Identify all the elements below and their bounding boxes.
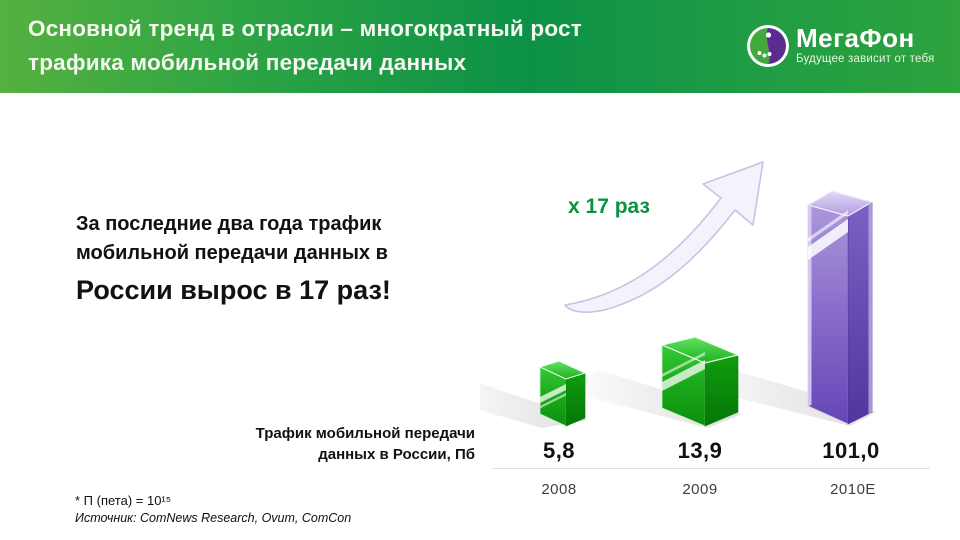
growth-arrow (564, 161, 764, 314)
value-label-2008: 5,8 (542, 438, 576, 463)
bar-2010e (806, 190, 874, 425)
slide-title-line1: Основной тренд в отрасли – многократный … (28, 16, 582, 41)
key-message-line2: мобильной передачи данных в (76, 242, 388, 264)
value-label-2010e: 101,0 (822, 438, 880, 463)
key-message-line1: За последние два года трафик (76, 213, 382, 235)
year-label-2010e: 2010E (830, 481, 876, 498)
header-band: Основной тренд в отрасли – многократный … (0, 0, 960, 93)
source-footnote: Источник: ComNews Research, Ovum, ComCon (75, 511, 352, 525)
megafon-logo-text: МегаФон Будущее зависит от тебя (796, 24, 934, 65)
slide-title-line2: трафика мобильной передачи данных (28, 50, 467, 75)
slide-title: Основной тренд в отрасли – многократный … (28, 12, 582, 80)
bar-chart-graphic (480, 161, 876, 428)
year-label-2008: 2008 (541, 481, 577, 498)
chart-caption: Трафик мобильной передачи данных в Росси… (215, 423, 475, 465)
megafon-logo-icon (747, 25, 789, 67)
megafon-brand-name: МегаФон (796, 23, 915, 53)
megafon-logo: МегаФон Будущее зависит от тебя (746, 24, 934, 68)
key-message: За последние два года трафик мобильной п… (76, 210, 391, 307)
year-label-2009: 2009 (682, 481, 718, 498)
bar-2008 (538, 360, 587, 427)
chart-caption-line2: данных в России, Пб (318, 446, 475, 463)
value-label-2009: 13,9 (677, 438, 723, 463)
growth-multiplier-label: x 17 раз (568, 195, 650, 218)
chart-caption-line1: Трафик мобильной передачи (255, 425, 475, 442)
bar-2009 (660, 336, 740, 427)
megafon-tagline: Будущее зависит от тебя (796, 53, 935, 65)
key-message-line3: России вырос в 17 раз! (76, 275, 391, 305)
peta-footnote: * П (пета) = 10¹⁵ (75, 493, 172, 508)
chart-axis-line (492, 468, 930, 469)
